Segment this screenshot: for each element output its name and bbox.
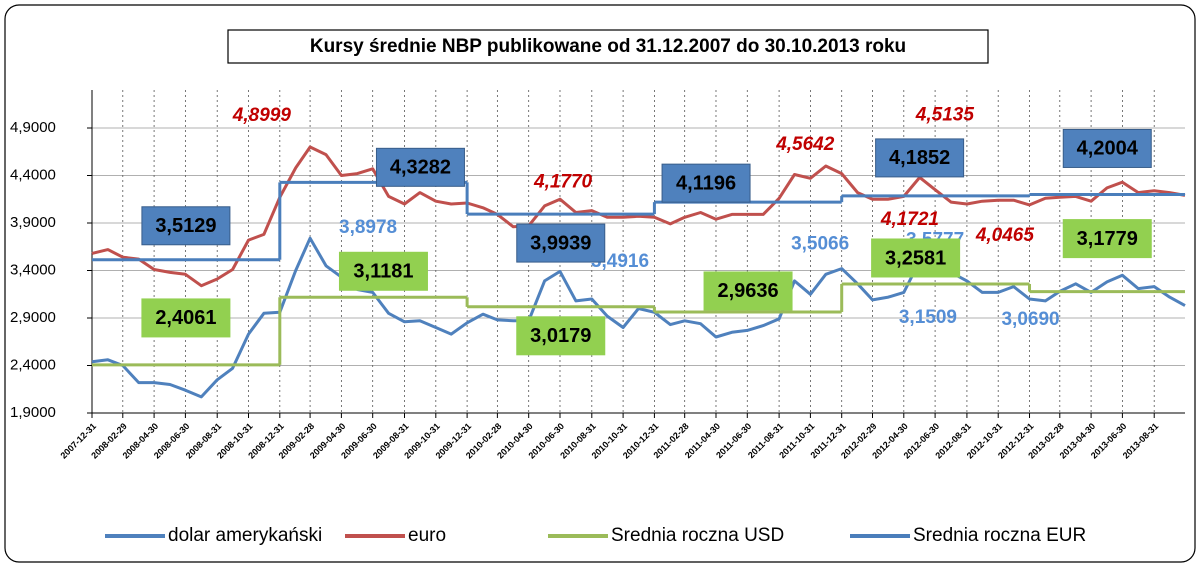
annotation: 3,0690 [1001, 309, 1059, 330]
average-label: 3,0179 [530, 325, 591, 347]
chart-title: Kursy średnie NBP publikowane od 31.12.2… [310, 36, 906, 57]
average-box [141, 298, 231, 338]
y-tick-label: 2,9000 [10, 309, 56, 326]
average-box [338, 251, 428, 291]
average-box [875, 138, 965, 178]
average-label: 3,2581 [885, 247, 946, 269]
average-label: 2,4061 [155, 307, 216, 329]
series-line [91, 236, 1186, 399]
annotation: 4,0465 [975, 225, 1035, 246]
annotation: 4,8999 [232, 105, 292, 126]
average-label: 3,1779 [1077, 228, 1138, 250]
average-box [1062, 128, 1152, 168]
average-label: 3,5129 [155, 215, 216, 237]
average-label: 4,1196 [676, 172, 736, 194]
title-box [227, 29, 989, 64]
y-tick-label: 4,9000 [10, 119, 56, 136]
average-label: 3,9939 [530, 232, 591, 254]
annotation: 4,1721 [880, 209, 939, 230]
average-label: 3,1181 [353, 261, 413, 283]
legend-label: euro [408, 525, 446, 546]
average-box [141, 206, 231, 246]
average-box [871, 238, 961, 278]
annotation: 4,5135 [915, 105, 975, 126]
y-tick-label: 3,4000 [10, 261, 56, 278]
average-label: 4,1852 [889, 147, 950, 169]
annotation: 3,8978 [339, 217, 397, 238]
y-tick-label: 4,4000 [10, 166, 56, 183]
average-label: 4,3282 [390, 157, 451, 179]
average-box [375, 147, 465, 187]
average-box [703, 271, 793, 311]
y-tick-label: 1,9000 [10, 404, 56, 421]
average-box [661, 163, 751, 203]
annotation: 4,5642 [775, 134, 835, 155]
average-label: 2,9636 [717, 280, 778, 302]
annotation: 3,4916 [591, 251, 649, 272]
y-tick-label: 3,9000 [10, 214, 56, 231]
y-tick-label: 2,4000 [10, 356, 56, 373]
annotation: 3,5066 [791, 233, 849, 254]
average-box [1062, 219, 1152, 259]
series-line [91, 145, 1186, 288]
annotation: 3,1509 [899, 307, 957, 328]
average-box [516, 316, 606, 356]
average-label: 4,2004 [1077, 138, 1139, 160]
legend-label: Srednia roczna EUR [913, 525, 1086, 546]
legend-label: Srednia roczna USD [611, 525, 784, 546]
average-box [516, 223, 606, 263]
legend-label: dolar amerykański [168, 525, 322, 546]
annotation: 4,1770 [533, 172, 593, 193]
